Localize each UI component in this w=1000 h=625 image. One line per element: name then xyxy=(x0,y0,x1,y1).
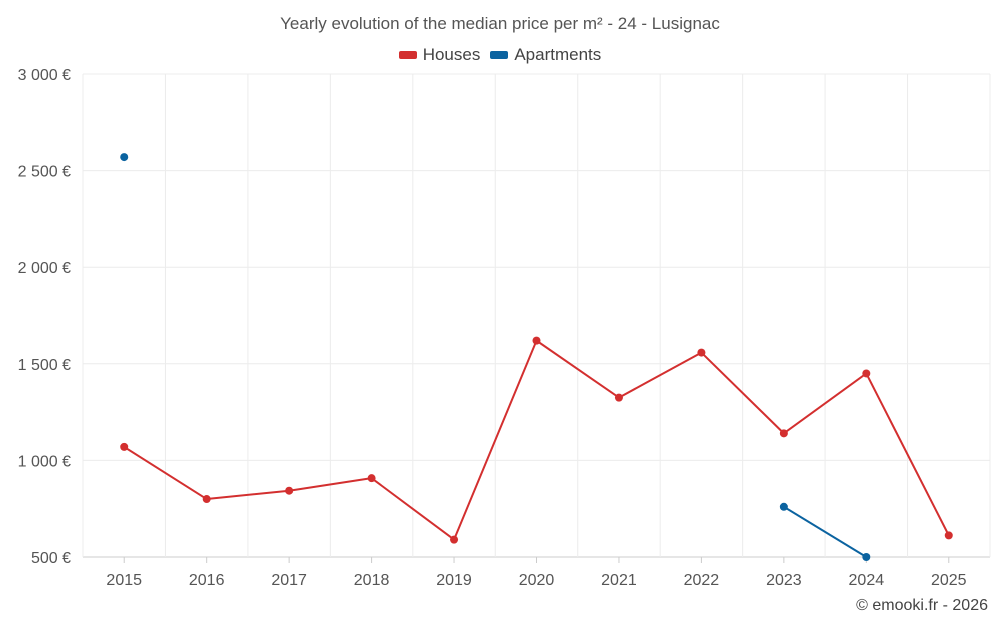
legend-label-apartments: Apartments xyxy=(514,45,602,64)
data-point-houses xyxy=(697,348,706,357)
data-point-houses xyxy=(202,495,211,504)
data-point-houses xyxy=(614,393,623,402)
x-tick-label: 2023 xyxy=(766,572,802,589)
legend-item-houses[interactable]: Houses xyxy=(398,45,481,65)
data-point-houses xyxy=(450,535,459,544)
x-tick-label: 2017 xyxy=(271,572,307,589)
y-tick-label: 3 000 € xyxy=(18,67,71,84)
data-point-houses xyxy=(944,531,953,540)
series-line-apartments xyxy=(783,505,867,558)
data-point-houses xyxy=(285,486,294,495)
data-point-apartments xyxy=(862,553,871,561)
chart-title: Yearly evolution of the median price per… xyxy=(280,14,720,33)
y-tick-label: 500 € xyxy=(31,550,71,567)
credit-text: © emooki.fr - 2026 xyxy=(856,597,988,614)
x-tick-label: 2018 xyxy=(354,572,390,589)
x-tick-label: 2016 xyxy=(189,572,225,589)
y-tick-label: 1 000 € xyxy=(18,453,71,470)
data-point-houses xyxy=(367,474,376,483)
x-tick-label: 2024 xyxy=(849,572,885,589)
legend-label-houses: Houses xyxy=(422,45,481,64)
legend-swatch-houses xyxy=(398,51,417,59)
data-point-houses xyxy=(120,442,129,451)
data-point-apartments xyxy=(120,153,129,162)
x-tick-label: 2022 xyxy=(684,572,720,589)
chart-legend: Houses Apartments xyxy=(0,45,1000,65)
x-tick-label: 2015 xyxy=(106,572,142,589)
x-tick-label: 2021 xyxy=(601,572,637,589)
data-point-houses xyxy=(862,369,871,378)
legend-item-apartments[interactable]: Apartments xyxy=(490,45,601,65)
y-tick-label: 2 500 € xyxy=(18,164,71,181)
x-tick-label: 2025 xyxy=(931,572,967,589)
y-tick-label: 2 000 € xyxy=(18,260,71,277)
y-tick-label: 1 500 € xyxy=(18,357,71,374)
data-point-apartments xyxy=(779,502,788,511)
x-tick-label: 2020 xyxy=(519,572,555,589)
data-point-houses xyxy=(532,336,541,345)
data-point-houses xyxy=(779,429,788,438)
legend-swatch-apartments xyxy=(490,51,509,59)
x-tick-label: 2019 xyxy=(436,572,472,589)
